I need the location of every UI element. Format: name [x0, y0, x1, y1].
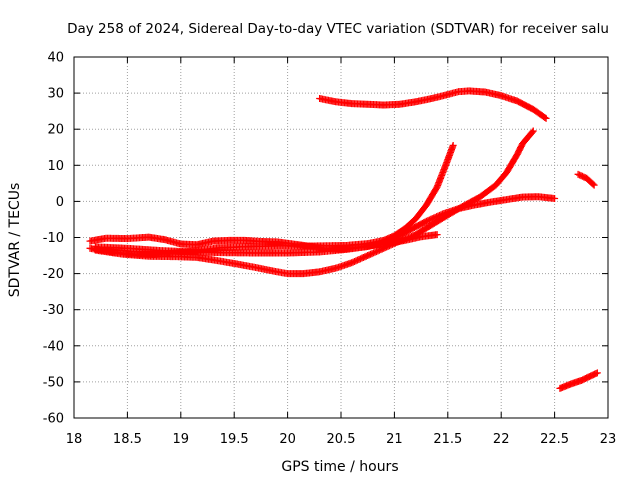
data-point: [551, 195, 559, 203]
plot-frame: [73, 56, 609, 419]
x-tick-label: 20.5: [327, 432, 356, 447]
y-tick-label: 30: [47, 87, 64, 102]
y-tick-label: 40: [47, 51, 64, 66]
data-series-s4: [91, 127, 537, 278]
y-tick-label: -50: [43, 375, 64, 390]
data-series-s7: [556, 369, 601, 392]
ticks: 18 18.5 19 19.5 20 20.5 21 21.5 22 22.5 23 -60 -50 -4…: [43, 51, 617, 448]
x-tick-label: 22.5: [540, 432, 569, 447]
x-tick-label: 18: [66, 432, 83, 447]
x-tick-label: 21: [386, 432, 403, 447]
y-tick-label: -30: [43, 303, 64, 318]
x-axis-label: GPS time / hours: [281, 459, 398, 475]
data-point: [449, 141, 457, 149]
data-point: [590, 181, 598, 189]
y-axis-label: SDTVAR / TECUs: [7, 183, 23, 298]
y-tick-label: -60: [43, 412, 64, 427]
data-point: [593, 369, 601, 377]
y-tick-label: -20: [43, 267, 64, 282]
y-tick-label: 10: [47, 159, 64, 174]
grid: [74, 57, 608, 418]
y-tick-label: 20: [47, 123, 64, 138]
x-tick-label: 22: [493, 432, 510, 447]
x-tick-label: 23: [600, 432, 617, 447]
y-tick-label: -10: [43, 231, 64, 246]
x-tick-label: 19: [173, 432, 190, 447]
y-tick-label: 0: [56, 195, 64, 210]
data-point: [542, 114, 550, 122]
data-points: [86, 87, 601, 392]
data-series-s5: [91, 193, 559, 257]
x-tick-label: 19.5: [220, 432, 249, 447]
x-tick-label: 18.5: [113, 432, 142, 447]
data-point: [589, 180, 597, 188]
chart-title: Day 258 of 2024, Sidereal Day-to-day VTE…: [67, 21, 609, 37]
data-series-s6: [574, 170, 598, 189]
data-series-s1: [316, 87, 550, 122]
data-point: [541, 113, 549, 121]
data-point: [433, 231, 441, 239]
x-tick-label: 20: [279, 432, 296, 447]
data-point: [528, 128, 536, 136]
y-tick-label: -40: [43, 339, 64, 354]
data-point: [529, 127, 537, 135]
x-tick-label: 21.5: [433, 432, 462, 447]
